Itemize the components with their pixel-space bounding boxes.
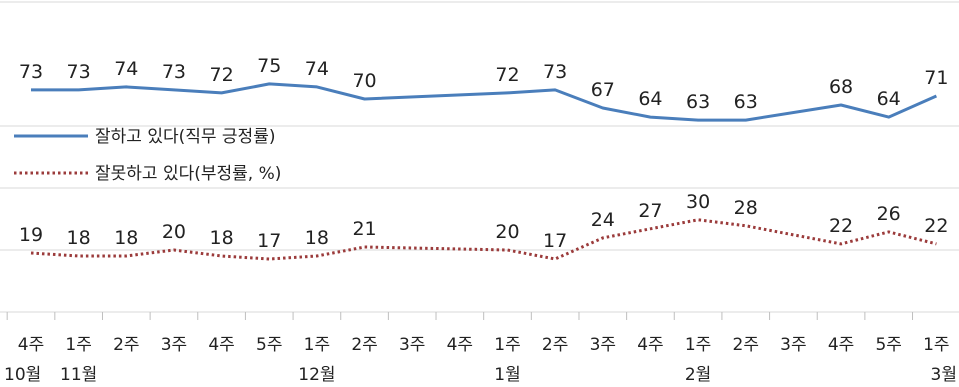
x-month-label: 2월	[685, 365, 711, 385]
x-month-label: 12월	[298, 365, 335, 385]
data-label: 17	[543, 230, 567, 252]
data-label: 24	[591, 209, 615, 231]
x-tick-label: 4주	[447, 335, 473, 355]
x-tick-label: 3주	[161, 335, 187, 355]
data-label: 28	[734, 197, 758, 219]
data-label: 20	[162, 221, 186, 243]
data-label: 18	[210, 227, 234, 249]
data-label: 71	[924, 67, 948, 89]
legend-label: 잘하고 있다(직무 긍정률)	[95, 127, 275, 147]
data-label: 18	[67, 227, 91, 249]
x-tick-label: 4주	[828, 335, 854, 355]
data-label: 68	[829, 76, 853, 98]
data-label: 72	[210, 64, 234, 86]
data-label: 20	[495, 221, 519, 243]
data-label: 73	[543, 61, 567, 83]
data-label: 19	[19, 224, 43, 246]
data-label: 63	[734, 91, 758, 113]
x-tick-label: 3주	[399, 335, 425, 355]
x-month-label: 3월	[931, 365, 957, 385]
x-month-label: 11월	[60, 365, 97, 385]
x-month-label: 1월	[494, 365, 520, 385]
x-tick-label: 5주	[875, 335, 901, 355]
x-axis: 4주 1주 2주 3주 4주 5주 1주 2주 3주 4주 1주 2주 3주 4주 1주 2주 3주 4주 5주 1주…	[4, 312, 957, 385]
x-tick-label: 4주	[208, 335, 234, 355]
x-tick-label: 3주	[780, 335, 806, 355]
data-label: 75	[257, 55, 281, 77]
x-tick-label: 2주	[351, 335, 377, 355]
x-tick-label: 2주	[733, 335, 759, 355]
data-label: 26	[877, 203, 901, 225]
data-label: 22	[924, 215, 948, 237]
series-layer	[30, 82, 938, 261]
x-tick-label: 1주	[494, 335, 520, 355]
gridlines	[0, 1, 959, 313]
data-label: 30	[686, 191, 710, 213]
x-tick-label: 3주	[590, 335, 616, 355]
x-tick-label: 4주	[637, 335, 663, 355]
x-tick-label: 5주	[256, 335, 282, 355]
data-label: 27	[638, 200, 662, 222]
data-label: 72	[495, 64, 519, 86]
data-label: 73	[162, 61, 186, 83]
data-label: 74	[114, 58, 138, 80]
data-labels: 73 73 74 73 72 75 74 70 72 73 67 64 63 63 68 64 71 19 18 18…	[19, 55, 949, 252]
legend-entry: 잘하고 있다(직무 긍정률)	[14, 127, 275, 147]
x-tick-label: 2주	[542, 335, 568, 355]
data-label: 18	[114, 227, 138, 249]
data-label: 67	[591, 79, 615, 101]
data-label: 64	[877, 88, 901, 110]
data-label: 73	[19, 61, 43, 83]
data-label: 63	[686, 91, 710, 113]
data-label: 21	[352, 218, 376, 240]
data-label: 17	[257, 230, 281, 252]
data-label: 74	[305, 58, 329, 80]
data-label: 18	[305, 227, 329, 249]
x-month-label: 10월	[4, 365, 41, 385]
data-label: 70	[352, 70, 376, 92]
data-label: 73	[67, 61, 91, 83]
disapproval-line	[30, 218, 937, 261]
legend: 잘하고 있다(직무 긍정률) 잘못하고 있다(부정률, %)	[14, 127, 281, 184]
legend-label: 잘못하고 있다(부정률, %)	[95, 164, 281, 184]
x-tick-label: 1주	[685, 335, 711, 355]
legend-entry: 잘못하고 있다(부정률, %)	[14, 164, 281, 184]
x-tick-label: 1주	[923, 335, 949, 355]
approval-line	[31, 82, 938, 122]
data-label: 22	[829, 215, 853, 237]
x-tick-label: 1주	[65, 335, 91, 355]
x-tick-label: 2주	[113, 335, 139, 355]
x-tick-label: 1주	[304, 335, 330, 355]
x-tick-label: 4주	[18, 335, 44, 355]
data-label: 64	[638, 88, 662, 110]
